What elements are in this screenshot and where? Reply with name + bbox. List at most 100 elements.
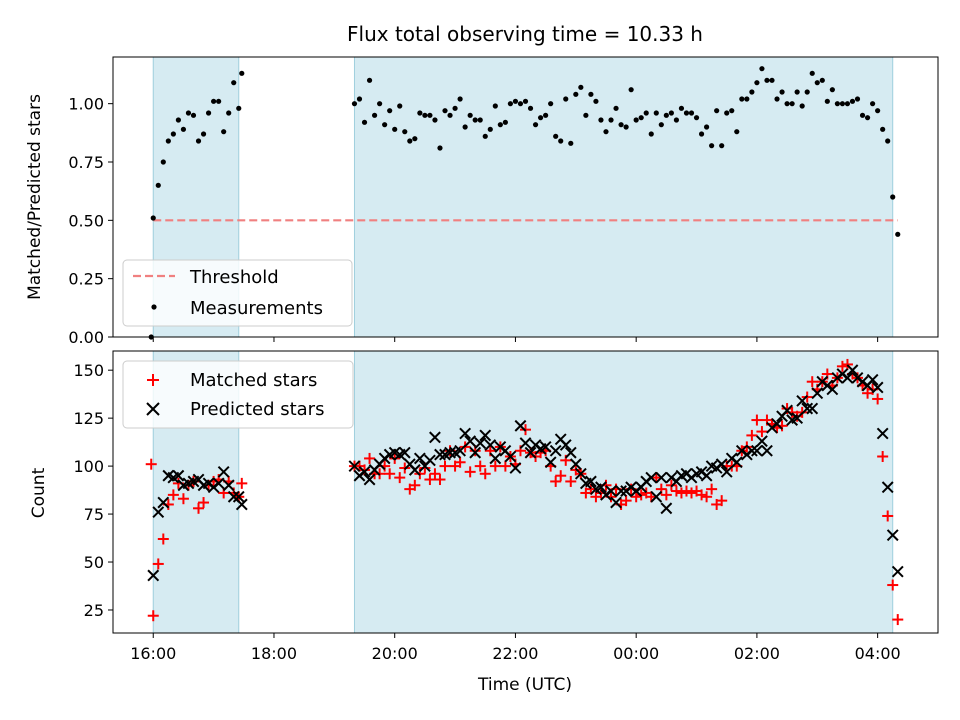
predicted-star-point [235,498,248,511]
predicted-star-point [645,471,658,484]
predicted-star-stroke [424,454,436,467]
predicted-star-point [595,481,607,494]
measurement-point [185,110,192,116]
predicted-legend-swatch [146,402,160,416]
measurement-point [653,110,659,116]
measurement-point [427,112,433,118]
predicted-star-point [539,441,552,453]
matched-star-point [434,474,446,486]
measurement-point [200,131,207,137]
predicted-star-point [569,458,582,471]
measurement-point [432,117,438,123]
predicted-star-point [650,490,663,503]
measurement-point [764,77,770,83]
predicted-star-stroke [464,435,477,448]
predicted-star-stroke [730,456,743,469]
x-tick-label: 22:00 [492,644,538,663]
predicted-star-point [454,444,467,457]
predicted-star-point [424,454,436,467]
predicted-star-stroke [398,446,411,459]
predicted-star-point [413,452,426,465]
measurement-point [608,117,614,123]
predicted-star-point [791,412,804,425]
predicted-star-stroke [157,496,170,509]
predicted-star-stroke [761,444,773,457]
measurement-point [648,131,654,137]
predicted-star-point [574,467,587,480]
bottom-x-ticks: 16:00 18:00 20:00 22:00 00:00 02:00 04:00 [130,633,901,663]
measurement-point [714,108,720,114]
measurement-point [150,215,156,221]
bottom-y-axis-title: Count [29,467,49,518]
x-tick-label: 16:00 [130,644,176,663]
predicted-star-stroke [574,467,587,480]
measurement-point [789,101,795,107]
x-axis-title: Time (UTC) [477,675,572,695]
predicted-star-point [559,439,572,451]
predicted-star-stroke [549,444,562,457]
predicted-star-stroke [876,427,889,440]
measurement-point [598,117,604,123]
matched-star-point [193,502,205,514]
predicted-star-point [519,437,532,449]
predicted-star-stroke [469,446,482,459]
matched-star-point [489,460,501,472]
measurement-point [417,110,423,116]
predicted-star-point [876,427,889,440]
predicted-star-stroke [519,437,532,449]
measurements-legend-label: Measurements [190,298,323,319]
measurement-point [397,103,403,109]
measurement-point [231,80,237,86]
measurement-point [543,112,549,118]
measurement-point [784,101,790,107]
measurement-point [814,80,820,86]
measurement-point [437,145,443,151]
matched-star-point [409,479,421,491]
predicted-star-point [866,373,879,386]
predicted-star-stroke [796,394,809,407]
matched-star-point [236,477,248,489]
matched-star-point [751,414,763,426]
predicted-star-point [801,402,814,415]
predicted-star-point [147,569,160,582]
matched-star-point [177,493,189,505]
predicted-star-stroke [429,431,441,444]
measurement-point [799,103,805,109]
y-tick-label: 1.00 [68,95,104,114]
x-tick-label: 20:00 [372,644,418,663]
predicted-star-point [172,469,185,482]
predicted-star-point [720,465,733,478]
matched-star-point [565,475,577,487]
predicted-star-point [660,502,673,515]
predicted-star-point [745,444,758,457]
matched-star-point [145,458,157,470]
measurement-point [829,87,835,93]
predicted-star-point [605,485,617,497]
predicted-star-stroke [232,490,245,503]
measurement-point [739,96,745,102]
measurement-point [804,89,810,95]
predicted-star-stroke [162,469,175,482]
measurement-point [769,77,775,83]
measurement-point [477,117,483,123]
measurement-point [744,96,750,102]
predicted-star-point [479,429,492,442]
measurement-point [548,101,554,107]
predicted-star-point [886,529,899,542]
measurement-point [668,110,674,116]
measurement-point [211,98,217,104]
measurement-point [236,105,242,111]
matched-legend-label: Matched stars [190,370,317,391]
predicted-star-point [610,496,622,509]
predicted-star-point [464,435,477,448]
predicted-star-stroke [705,460,718,473]
predicted-star-stroke [559,439,572,451]
predicted-star-stroke [569,458,582,471]
predicted-star-stroke [871,381,884,394]
measurement-point [387,108,393,114]
measurement-point [693,115,700,121]
measurement-point [633,117,639,123]
threshold-legend-label: Threshold [189,267,279,288]
measurement-point [407,138,413,144]
